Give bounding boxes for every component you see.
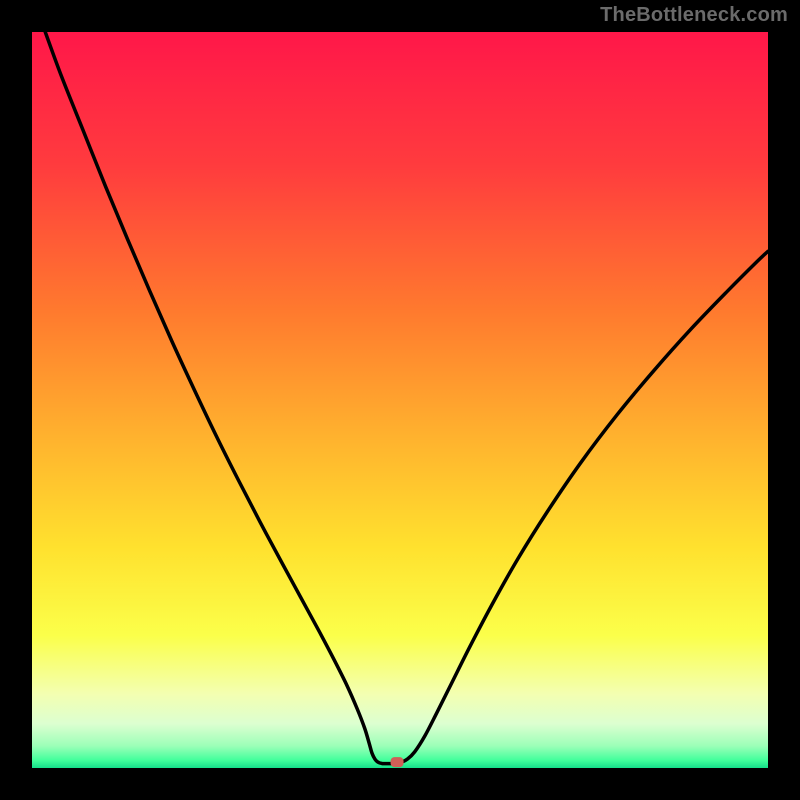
bottleneck-chart-container: TheBottleneck.com <box>0 0 800 800</box>
bottleneck-chart-svg <box>0 0 800 800</box>
chart-plot-background <box>32 32 768 768</box>
minimum-marker <box>391 757 404 767</box>
